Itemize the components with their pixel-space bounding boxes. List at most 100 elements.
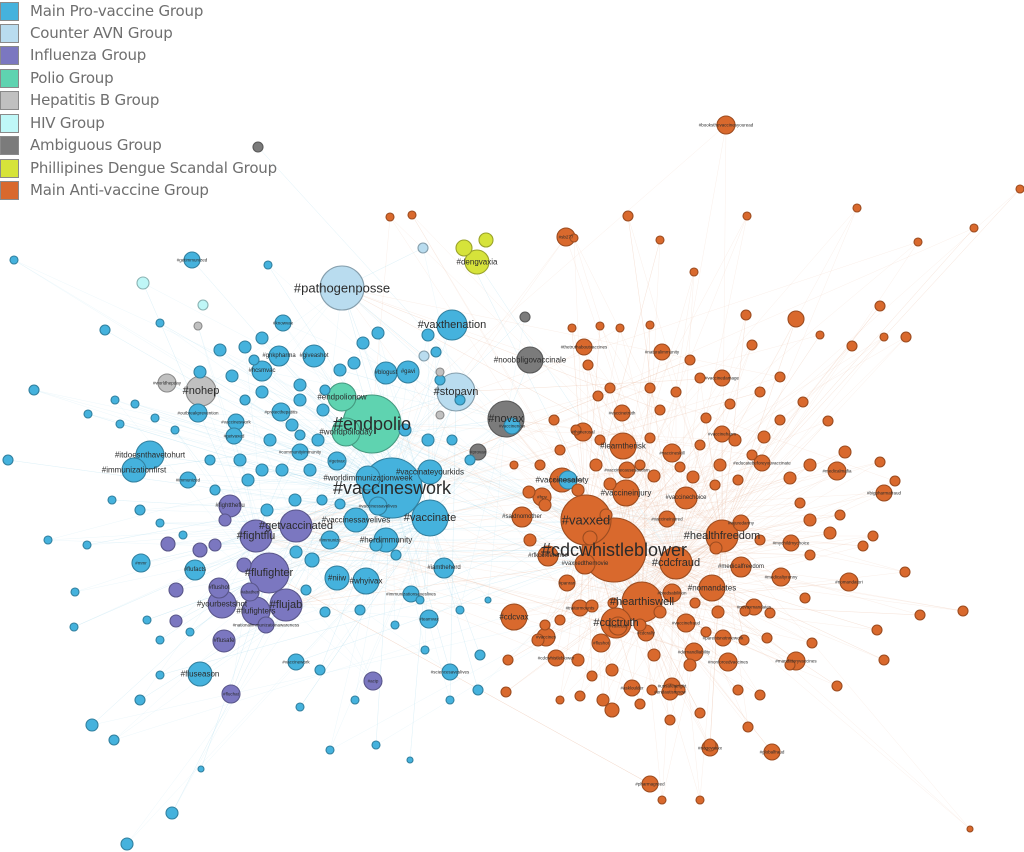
node xyxy=(674,461,686,473)
legend-swatch-polio xyxy=(0,68,19,88)
node xyxy=(120,837,134,851)
node-noobbligovaccinale xyxy=(516,346,544,374)
edge-line xyxy=(295,549,615,553)
node-label: #parentsnotnnework xyxy=(703,636,745,641)
node xyxy=(654,404,666,416)
node xyxy=(684,354,696,366)
node xyxy=(390,549,402,561)
node xyxy=(713,458,727,472)
node-vaccinechoice xyxy=(674,486,698,510)
node xyxy=(197,765,205,773)
node-pathogenposse xyxy=(319,265,365,311)
edge-line xyxy=(675,344,753,564)
edge-line xyxy=(255,387,651,537)
node xyxy=(275,463,289,477)
edge-line xyxy=(354,517,431,701)
edge-line xyxy=(174,429,257,537)
edge-line xyxy=(613,549,878,631)
edge-line xyxy=(675,562,964,612)
node xyxy=(464,454,476,466)
edge-line xyxy=(171,604,287,814)
node xyxy=(142,615,152,625)
edge-line xyxy=(269,439,615,551)
node xyxy=(571,653,585,667)
edge-line xyxy=(86,487,393,546)
node xyxy=(607,597,619,609)
edge-line xyxy=(528,491,723,537)
edge-line xyxy=(585,325,601,521)
node xyxy=(585,599,599,613)
node-label: #gavi xyxy=(401,369,415,375)
edge-line xyxy=(585,462,763,521)
edge-line xyxy=(675,305,881,564)
node xyxy=(797,396,809,408)
edge-line xyxy=(371,423,746,612)
node-label: #nomandates xyxy=(688,584,736,593)
node xyxy=(799,592,811,604)
edge-line xyxy=(295,525,691,666)
node xyxy=(454,394,466,406)
node-label: #injuredarmy xyxy=(728,521,755,526)
edge-line xyxy=(675,562,797,662)
node xyxy=(43,535,53,545)
edge-line xyxy=(429,517,481,656)
node xyxy=(420,645,430,655)
node-cdcvax xyxy=(500,603,528,631)
node-label: #globalfraud xyxy=(760,750,785,755)
node xyxy=(879,332,889,342)
node-label: #getvax xyxy=(329,459,346,464)
node xyxy=(689,267,699,277)
node-nationalimmunizationawareness xyxy=(257,616,275,634)
edge-line xyxy=(599,325,723,537)
node-bredsabilition xyxy=(662,583,682,603)
node xyxy=(806,637,818,649)
node-label: #learntherisk xyxy=(600,442,647,451)
edge-line xyxy=(641,124,727,603)
node-worldhepday xyxy=(157,373,177,393)
edge-line xyxy=(194,517,431,571)
node-label: #traitormounts xyxy=(566,606,596,611)
edge-line xyxy=(174,429,257,537)
node xyxy=(739,605,751,617)
edge-line xyxy=(621,412,723,537)
node-label: #fluchat xyxy=(223,692,240,697)
edge-line xyxy=(391,462,763,489)
node xyxy=(285,418,299,432)
edge-line xyxy=(455,377,723,393)
node-outbreakprevention xyxy=(188,403,208,423)
node-gnkpharma xyxy=(268,345,290,367)
node xyxy=(107,495,117,505)
edge-line xyxy=(675,535,874,564)
edge-line xyxy=(641,464,721,603)
node-label: #stopavn xyxy=(434,386,479,398)
node-vaccineinjury xyxy=(612,479,640,507)
node-nonforcedvaccines xyxy=(718,652,738,672)
node xyxy=(155,670,165,680)
edge-line xyxy=(721,535,749,728)
node xyxy=(170,425,180,435)
node-label: #vaccinessavelives xyxy=(359,504,398,509)
edge-line xyxy=(285,539,531,606)
edge-line xyxy=(410,519,587,595)
edge-line xyxy=(675,188,1021,564)
node xyxy=(255,385,269,399)
edge-line xyxy=(613,376,781,551)
edge-line xyxy=(487,418,507,601)
node-label: #vaccinecausesautism xyxy=(604,468,650,473)
node xyxy=(569,233,579,243)
node-educatebeforeyouvaccinate xyxy=(753,454,771,472)
edge-line xyxy=(565,236,677,564)
node-vaccineinjured xyxy=(658,510,676,528)
node xyxy=(136,276,150,290)
edge-line xyxy=(641,271,695,603)
node-vaxxedthemovie xyxy=(574,553,596,575)
edge-line xyxy=(255,535,745,641)
edge-line xyxy=(675,562,971,830)
edge-line xyxy=(721,124,727,537)
node-label: #protecthepatitis xyxy=(264,410,298,415)
edge-line xyxy=(721,419,781,537)
node xyxy=(509,460,519,470)
edge-line xyxy=(182,487,393,536)
edge-line xyxy=(295,549,615,553)
node-vaccinesafety xyxy=(558,470,578,490)
